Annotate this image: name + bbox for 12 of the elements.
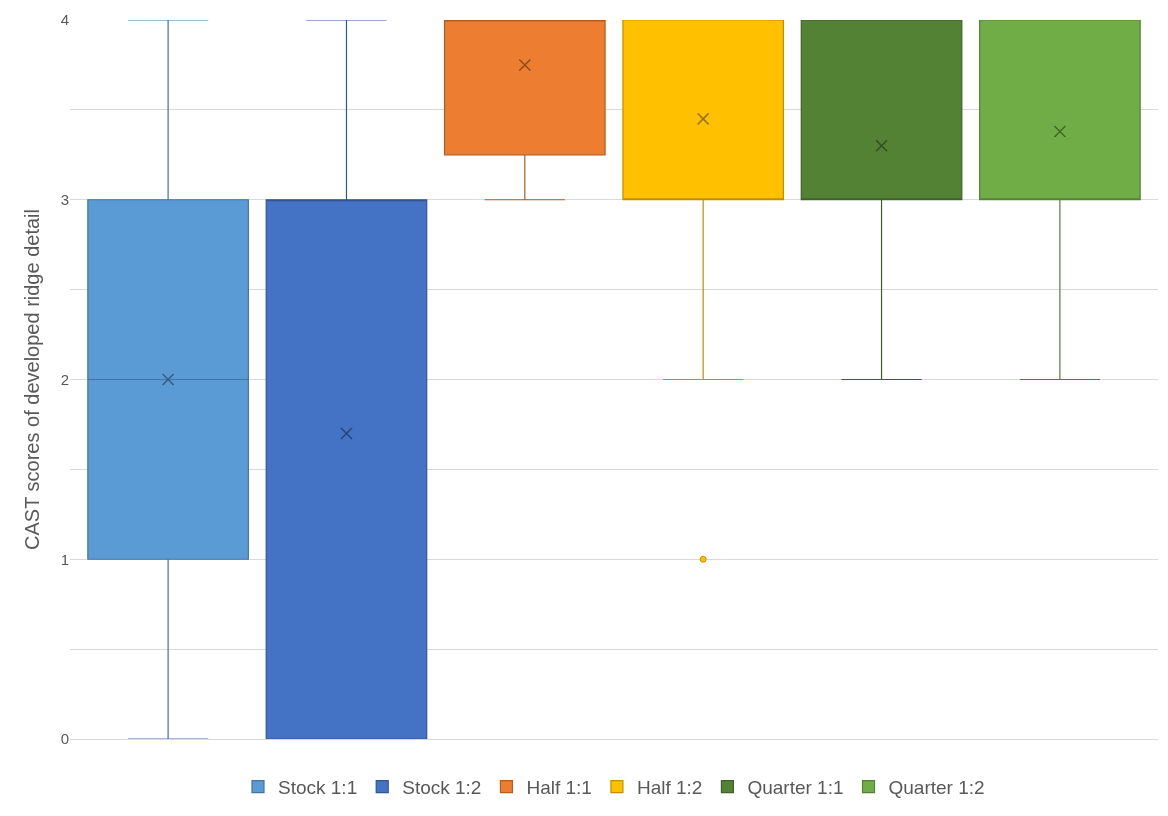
legend-label: Half 1:2 bbox=[636, 777, 703, 799]
legend-label: Quarter 1:2 bbox=[888, 777, 985, 799]
y-axis-title: CAST scores of developed ridge detail bbox=[21, 209, 44, 550]
legend-label: Quarter 1:1 bbox=[747, 777, 844, 799]
y-tick-label: 2 bbox=[60, 370, 69, 388]
legend-label: Half 1:1 bbox=[526, 777, 592, 799]
legend-label: Stock 1:2 bbox=[402, 777, 482, 799]
y-tick-label: 3 bbox=[60, 191, 69, 208]
y-tick-label: 4 bbox=[60, 11, 69, 29]
y-tick-label: 0 bbox=[60, 730, 69, 748]
y-tick-label: 1 bbox=[60, 550, 69, 568]
legend-label: Stock 1:1 bbox=[278, 777, 358, 799]
